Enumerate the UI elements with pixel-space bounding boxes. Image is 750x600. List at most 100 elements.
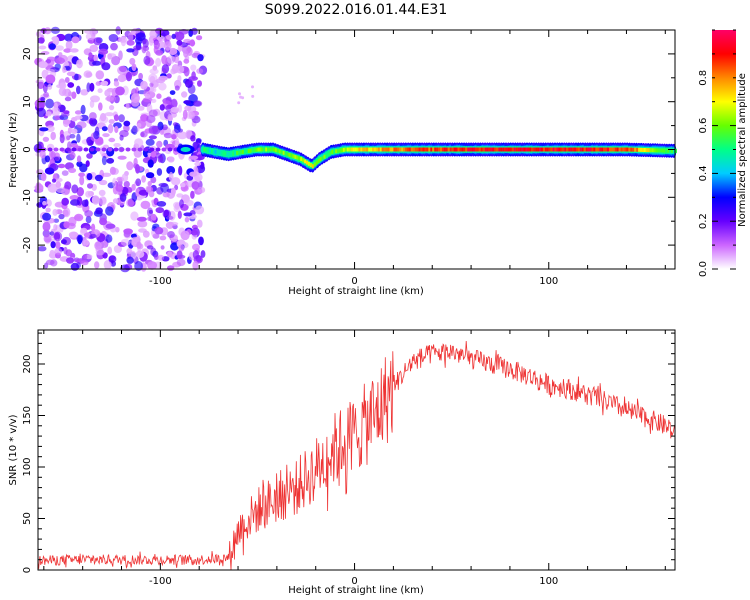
signal-core-cell xyxy=(430,147,433,152)
signal-core-cell xyxy=(576,147,578,152)
noise-cell xyxy=(69,133,76,139)
signal-core-cell xyxy=(647,148,650,153)
noise-cell xyxy=(189,171,198,177)
signal-core-cell xyxy=(224,151,227,156)
signal-core-cell xyxy=(653,148,656,153)
signal-core-cell xyxy=(391,147,394,152)
signal-core-cell xyxy=(422,147,425,152)
signal-core-cell xyxy=(393,147,396,152)
noise-cell xyxy=(165,215,174,220)
signal-core-cell xyxy=(506,147,508,152)
signal-core-cell xyxy=(591,147,594,152)
noise-cell xyxy=(241,96,245,100)
noise-cell xyxy=(150,176,157,184)
noise-cell xyxy=(36,107,46,118)
noise-cell xyxy=(158,75,168,81)
signal-core-cell xyxy=(476,147,479,152)
noise-cell xyxy=(144,93,151,99)
noise-cell xyxy=(57,163,66,169)
noise-cell xyxy=(160,245,165,250)
signal-core-cell xyxy=(618,147,621,152)
noise-cell xyxy=(187,84,196,95)
signal-core-cell xyxy=(410,147,413,152)
noise-cell xyxy=(192,260,199,271)
noise-cell xyxy=(100,80,109,87)
signal-core-cell xyxy=(519,147,522,152)
noise-cell xyxy=(186,175,194,181)
noise-cell xyxy=(39,149,46,159)
noise-cell xyxy=(78,172,85,178)
noise-cell xyxy=(61,197,69,206)
signal-core-cell xyxy=(601,147,604,152)
signal-core-cell xyxy=(306,160,308,165)
noise-cell xyxy=(101,126,108,132)
noise-cell xyxy=(107,246,113,255)
signal-core-cell xyxy=(626,147,629,152)
noise-cell xyxy=(167,231,175,238)
noise-cell xyxy=(104,89,111,97)
noise-cell xyxy=(145,185,152,193)
noise-cell xyxy=(69,195,80,201)
signal-core-cell xyxy=(395,147,398,152)
noise-cell xyxy=(83,239,90,246)
noise-cell xyxy=(67,82,75,88)
noise-cell xyxy=(65,40,73,50)
signal-core-cell xyxy=(251,148,254,153)
signal-core-cell xyxy=(241,149,244,154)
noise-cell xyxy=(53,224,58,231)
signal-core-cell xyxy=(589,147,592,152)
signal-core-cell xyxy=(612,147,615,152)
noise-cell xyxy=(123,180,130,188)
noise-cell xyxy=(74,213,84,222)
x-tick-label: 0 xyxy=(351,576,357,587)
noise-cell xyxy=(66,71,76,77)
signal-core-cell xyxy=(546,147,549,152)
noise-cell xyxy=(71,128,78,134)
signal-core-cell xyxy=(593,147,596,152)
noise-cell xyxy=(153,254,159,260)
signal-core-cell xyxy=(315,160,318,165)
signal-core-cell xyxy=(323,154,326,159)
signal-core-cell xyxy=(375,147,378,152)
noise-cell xyxy=(108,34,119,42)
noise-cell xyxy=(159,235,167,241)
noise-cell xyxy=(68,91,73,97)
noise-cell xyxy=(45,98,54,109)
noise-cell xyxy=(157,155,164,163)
signal-core-cell xyxy=(344,147,347,152)
signal-core-cell xyxy=(207,148,209,153)
signal-core-cell xyxy=(572,147,575,152)
signal-core-cell xyxy=(321,155,324,160)
signal-core-cell xyxy=(331,149,334,154)
noise-cell xyxy=(50,131,56,141)
noise-cell xyxy=(190,64,197,71)
noise-cell xyxy=(150,213,157,221)
signal-core-cell xyxy=(504,147,507,152)
noise-cell xyxy=(173,205,181,213)
signal-core-cell xyxy=(463,147,466,152)
spectrogram-ticks xyxy=(38,29,675,270)
signal-core-cell xyxy=(387,147,390,152)
x-tick-label: -100 xyxy=(149,576,172,587)
signal-core-cell xyxy=(424,147,427,152)
noise-zero-cell xyxy=(83,147,89,152)
signal-core-cell xyxy=(232,151,235,156)
signal-core-cell xyxy=(663,148,666,153)
signal-core-cell xyxy=(445,147,448,152)
noise-cell xyxy=(108,119,115,124)
signal-core-cell xyxy=(358,147,361,152)
noise-cell xyxy=(177,75,182,82)
noise-cell xyxy=(176,65,185,74)
noise-cell xyxy=(127,32,134,42)
noise-cell xyxy=(84,210,93,218)
noise-cell xyxy=(52,208,58,216)
noise-cell xyxy=(88,118,94,125)
noise-cell xyxy=(135,164,140,174)
noise-cell xyxy=(105,206,114,216)
noise-cell xyxy=(76,85,81,95)
noise-cell xyxy=(156,93,162,99)
noise-cell xyxy=(126,39,135,46)
signal-core-cell xyxy=(531,147,534,152)
